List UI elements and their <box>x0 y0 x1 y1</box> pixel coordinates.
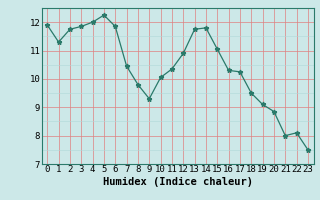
X-axis label: Humidex (Indice chaleur): Humidex (Indice chaleur) <box>103 177 252 187</box>
